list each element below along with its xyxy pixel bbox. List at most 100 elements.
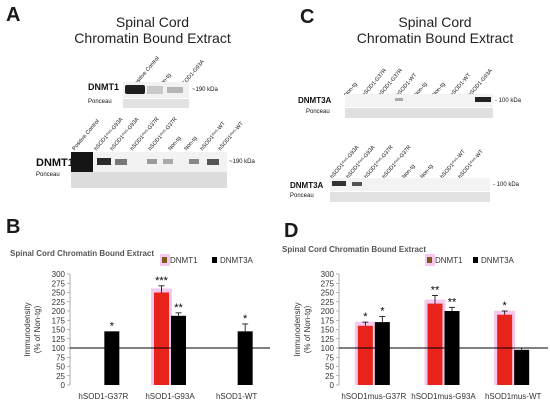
c2-ponceau-label: Ponceau (290, 193, 314, 199)
chart-d-ytick-label-12: 300 (321, 270, 335, 279)
a2-blot-image (71, 152, 227, 172)
chart-d-ylabel-2: (% of Non-tg) (303, 305, 312, 353)
a1-blot-image (123, 82, 189, 98)
c1-protein-label: DNMT3A (298, 96, 332, 105)
panel-a-title: Spinal Cord Chromatin Bound Extract (40, 14, 265, 46)
chart-b-ytick-label-5: 125 (52, 335, 66, 344)
chart-d-legend-swatch-1 (473, 257, 478, 263)
a2-kda: ~190 kDa (229, 159, 255, 165)
chart-d-bar-0-0 (357, 325, 373, 385)
chart-d-ytick-label-10: 250 (321, 289, 335, 298)
panel-b-letter: B (6, 216, 21, 238)
panel-c-title-line2: Chromatin Bound Extract (356, 30, 514, 46)
chart-b-ytick-label-2: 50 (56, 363, 65, 372)
chart-d-xtick-label-1: hSOD1mus-G93A (411, 392, 476, 401)
chart-b-title: Spinal Cord Chromatin Bound Extract (10, 249, 154, 258)
chart-b-bar-0-1 (154, 292, 169, 385)
c1-ponceau-strip (345, 108, 493, 118)
chart-b-ytick-label-1: 25 (56, 372, 65, 381)
a2-protein-label: DNMT1 (36, 157, 74, 169)
chart-b-bar-1-2 (237, 331, 253, 385)
chart-d-ytick-label-11: 275 (321, 279, 335, 288)
chart-d-title: Spinal Cord Chromatin Bound Extract (282, 245, 426, 254)
chart-b-xtick-label-0: hSOD1-G37R (78, 392, 128, 401)
chart-d-legend-label-0: DNMT1 (435, 256, 463, 265)
chart-d-bar-1-0 (374, 322, 390, 385)
chart-d-ylabel: Immunodensity (293, 302, 302, 356)
chart-b-ytick-label-11: 275 (52, 279, 66, 288)
chart-b-sig-1-1: ** (174, 302, 183, 314)
chart-b-sig-1-0: * (110, 320, 115, 332)
chart-d: Spinal Cord Chromatin Bound Extract DNMT1… (282, 245, 548, 401)
panel-d-letter: D (284, 220, 299, 242)
chart-d-ytick-label-7: 175 (321, 316, 335, 325)
a2-lane-5: Non-tg (167, 135, 183, 152)
chart-d-ytick-label-5: 125 (321, 335, 335, 344)
chart-b-ytick-label-3: 75 (56, 353, 65, 362)
chart-d-sig-1-0: * (380, 306, 385, 318)
panel-c-blot1: Non-tg hSOD1-G37R hSOD1-G37R hSOD1-WT No… (342, 58, 512, 98)
chart-d-xtick-label-2: hSOD1mus-WT (485, 392, 542, 401)
c2-ponceau-strip (330, 192, 490, 202)
chart-d-ytick-label-1: 25 (325, 372, 334, 381)
chart-d-ytick-label-6: 150 (321, 326, 335, 335)
c1-kda: - 100 kDa (495, 98, 522, 104)
chart-d-ytick-label-4: 100 (321, 344, 335, 353)
chart-d-ytick-label-2: 50 (325, 363, 334, 372)
chart-d-bar-0-2 (497, 314, 513, 385)
chart-b-sig-1-2: * (243, 313, 248, 325)
a1-protein-label: DNMT1 (88, 82, 119, 92)
c1-blot-image (345, 94, 493, 107)
chart-b-ytick-label-10: 250 (52, 289, 66, 298)
chart-d-sig-0-0: * (363, 311, 368, 323)
chart-d-bar-0-1 (427, 303, 443, 385)
chart-d-sig-0-2: * (503, 300, 508, 312)
a1-ponceau-strip (123, 99, 189, 108)
panel-a-title-line2: Chromatin Bound Extract (74, 30, 231, 46)
chart-d-xtick-label-0: hSOD1mus-G37R (341, 392, 406, 401)
chart-b-ytick-label-0: 0 (61, 381, 66, 390)
panel-c-title: Spinal Cord Chromatin Bound Extract (320, 14, 550, 46)
chart-b-xtick-label-1: hSOD1-G93A (145, 392, 195, 401)
chart-d-legend-swatch-0 (427, 257, 432, 263)
chart-b-bar-1-0 (104, 331, 120, 385)
a2-lane-6: Non-tg (183, 135, 199, 152)
chart-b-ytick-label-12: 300 (52, 270, 66, 279)
chart-b-ytick-label-4: 100 (52, 344, 66, 353)
chart-b-legend-swatch-1 (212, 257, 217, 263)
a1-kda: ~190 kDa (192, 87, 218, 93)
chart-b-ytick-label-7: 175 (52, 316, 66, 325)
chart-b-bar-1-1 (171, 315, 186, 385)
chart-d-ytick-label-3: 75 (325, 353, 334, 362)
c1-ponceau-label: Ponceau (306, 109, 330, 115)
chart-b: Spinal Cord Chromatin Bound Extract DNMT1… (10, 249, 270, 401)
chart-b-legend-label-0: DNMT1 (170, 256, 198, 265)
chart-d-sig-0-1: ** (431, 284, 440, 296)
panel-c-letter: C (300, 6, 315, 28)
panel-c-blot2: hSOD1ᵐᵘˢ-G93A hSOD1ᵐᵘˢ-G93A hSOD1ᵐᵘˢ-G37… (329, 140, 500, 180)
chart-b-ytick-label-8: 200 (52, 307, 66, 316)
c2-protein-label: DNMT3A (290, 181, 324, 190)
chart-d-legend-label-1: DNMT3A (481, 256, 515, 265)
chart-d-ytick-label-0: 0 (330, 381, 335, 390)
panel-c-title-line1: Spinal Cord (398, 14, 472, 30)
chart-b-ytick-label-6: 150 (52, 326, 66, 335)
chart-d-bar-1-2 (514, 349, 530, 385)
chart-d-ytick-label-8: 200 (321, 307, 335, 316)
chart-b-ylabel-2: (% of Non-tg) (33, 305, 42, 353)
a1-ponceau-label: Ponceau (88, 99, 112, 105)
chart-b-legend-label-1: DNMT3A (220, 256, 254, 265)
chart-d-sig-1-1: ** (448, 296, 457, 308)
c2-kda: - 100 kDa (493, 182, 520, 188)
chart-b-ylabel: Immunodensity (23, 302, 32, 356)
chart-d-ytick-label-9: 225 (321, 298, 335, 307)
panel-a-title-line1: Spinal Cord (115, 14, 190, 30)
chart-b-legend-swatch-0 (162, 257, 167, 263)
chart-b-xtick-label-2: hSOD1-WT (216, 392, 257, 401)
chart-b-ytick-label-9: 225 (52, 298, 66, 307)
chart-b-sig-0-1: *** (155, 275, 169, 287)
a2-ponceau-label: Ponceau (36, 172, 60, 178)
panel-a-letter: A (6, 4, 21, 26)
a2-ponceau-strip (71, 172, 227, 188)
c2-blot-image (330, 178, 490, 191)
